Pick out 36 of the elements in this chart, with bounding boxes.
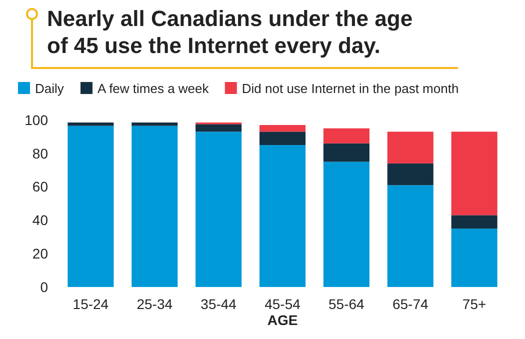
bar <box>387 185 434 287</box>
x-axis-title: AGE <box>267 312 298 328</box>
x-tick-label: 45-54 <box>264 296 301 312</box>
chart-title: Nearly all Canadians under the age of 45 use the Internet every day. <box>47 6 413 58</box>
x-tick-label: 55-64 <box>328 296 365 312</box>
x-tick-label: 65-74 <box>392 296 428 312</box>
bar <box>132 126 178 287</box>
y-tick-label: 0 <box>40 278 48 295</box>
bar <box>451 215 498 229</box>
y-tick-label: 20 <box>32 246 48 262</box>
y-tick-label: 40 <box>32 212 48 228</box>
bar <box>196 124 242 132</box>
x-tick-label: 75+ <box>462 296 486 312</box>
y-tick-label: 100 <box>24 112 48 128</box>
legend-label: Did not use Internet in the past month <box>242 81 459 96</box>
bar <box>132 122 178 126</box>
bar <box>259 125 306 132</box>
bar <box>68 126 114 287</box>
bar <box>259 145 306 287</box>
bar <box>196 132 242 287</box>
bar <box>451 132 498 216</box>
legend-label: A few times a week <box>98 81 210 96</box>
x-tick-label: 35-44 <box>200 296 237 312</box>
legend-label: Daily <box>35 81 64 96</box>
y-tick-label: 80 <box>32 145 48 162</box>
bar <box>323 162 370 287</box>
bar <box>451 228 498 287</box>
bar <box>387 132 434 164</box>
x-tick-label: 15-24 <box>72 296 109 312</box>
bar <box>259 132 306 146</box>
x-tick-label: 25-34 <box>136 296 173 312</box>
bar <box>68 122 114 126</box>
bar <box>323 128 370 144</box>
bar <box>387 163 434 186</box>
y-tick-label: 60 <box>32 178 48 195</box>
bar <box>323 143 370 162</box>
